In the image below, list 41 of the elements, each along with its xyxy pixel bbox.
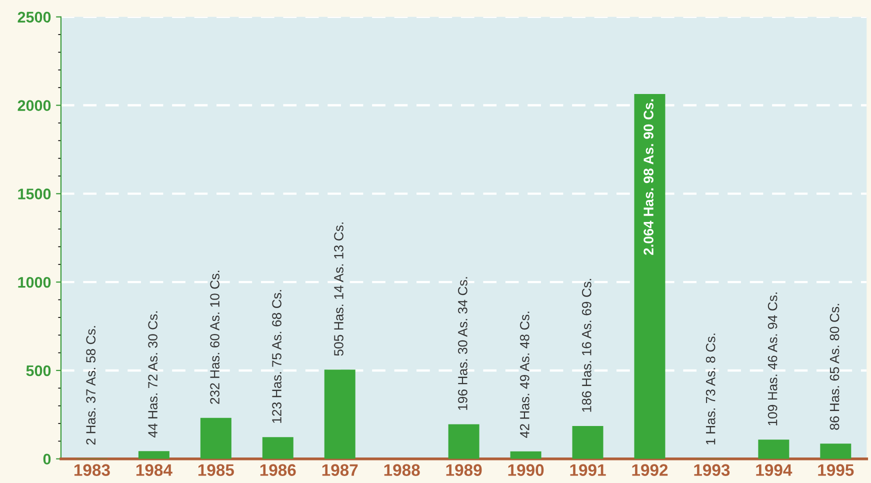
data-label: 44 Has. 72 As. 30 Cs. (148, 311, 158, 438)
y-tick-label: 500 (26, 365, 51, 376)
x-tick-label: 1984 (136, 464, 172, 476)
data-label: 2.064 Has. 98 As. 90 Cs. (644, 99, 654, 255)
bar (572, 426, 604, 459)
data-label: 232 Has. 60 As. 10 Cs. (210, 270, 220, 404)
data-label: 505 Has. 14 As. 13 Cs. (334, 222, 344, 356)
y-tick-label: 0 (43, 454, 51, 465)
data-label: 1 Has. 73 As. 8 Cs. (706, 334, 716, 444)
x-tick-label: 1992 (632, 464, 668, 476)
data-label: 109 Has. 46 As. 94 Cs. (768, 292, 778, 426)
bar (510, 451, 542, 459)
bar (634, 94, 666, 459)
bar (262, 437, 294, 459)
x-tick-label: 1991 (570, 464, 606, 476)
x-tick-label: 1985 (198, 464, 234, 476)
bar (200, 418, 232, 459)
bar (758, 440, 790, 459)
data-label: 123 Has. 75 As. 68 Cs. (272, 290, 282, 423)
bar (324, 370, 356, 459)
y-tick-label: 1500 (18, 188, 51, 200)
data-label: 86 Has. 65 As. 80 Cs. (830, 304, 840, 430)
y-tick-label: 2500 (18, 12, 51, 23)
data-label: 186 Has. 16 As. 69 Cs. (582, 278, 592, 412)
x-tick-label: 1995 (818, 464, 854, 476)
x-tick-label: 1994 (756, 464, 792, 476)
y-tick-label: 1000 (18, 276, 51, 288)
x-tick-label: 1983 (74, 464, 110, 476)
x-tick-label: 1986 (260, 464, 296, 476)
x-tick-label: 1987 (322, 464, 358, 476)
x-tick-label: 1993 (694, 464, 730, 476)
bar (820, 444, 852, 459)
data-label: 42 Has. 49 As. 48 Cs. (520, 312, 530, 438)
x-tick-label: 1990 (508, 464, 544, 476)
y-tick-label: 2000 (18, 100, 51, 111)
bar (138, 451, 170, 459)
x-tick-label: 1988 (384, 464, 420, 476)
bar (448, 424, 480, 459)
x-tick-label: 1989 (446, 464, 482, 476)
data-label: 196 Has. 30 As. 34 Cs. (458, 277, 468, 410)
data-label: 2 Has. 37 As. 58 Cs. (86, 326, 96, 445)
